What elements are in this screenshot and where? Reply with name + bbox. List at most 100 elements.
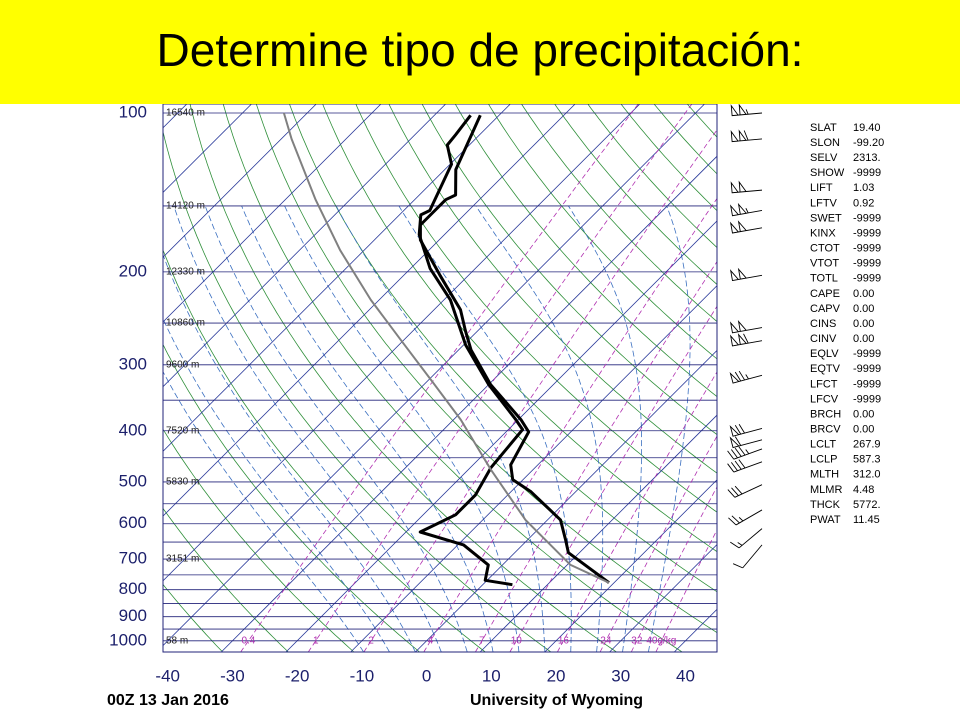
index-name: LFCV xyxy=(810,393,839,405)
dry-adiabat xyxy=(388,104,717,474)
index-name: EQTV xyxy=(810,363,841,375)
background-lines xyxy=(0,89,960,652)
y-tick-label: 100 xyxy=(119,102,147,121)
index-value: -9999 xyxy=(853,273,881,285)
isotherm xyxy=(739,89,960,652)
slide-title: Determine tipo de precipitación: xyxy=(157,24,804,76)
mixing-ratio-line xyxy=(475,260,717,652)
mixing-ratio-line xyxy=(557,371,717,652)
dry-adiabat xyxy=(189,104,617,652)
index-name: PWAT xyxy=(810,514,841,526)
index-name: SLON xyxy=(810,137,840,149)
height-label: 10860 m xyxy=(166,318,205,329)
dry-adiabat xyxy=(289,104,717,593)
x-tick-label: -20 xyxy=(285,666,310,685)
isotherm xyxy=(163,104,641,582)
wind-barb xyxy=(732,544,763,569)
index-value: -9999 xyxy=(853,212,881,224)
height-label: 58 m xyxy=(166,635,188,646)
dry-adiabat xyxy=(163,428,355,652)
x-tick-label: 0 xyxy=(422,666,431,685)
index-name: LCLP xyxy=(810,454,838,466)
index-value: -9999 xyxy=(853,378,881,390)
profile-line xyxy=(417,114,525,587)
index-value: 0.00 xyxy=(853,318,874,330)
index-value: 2313. xyxy=(853,152,881,164)
wind-barb xyxy=(727,459,763,473)
isotherm xyxy=(163,104,576,517)
isotherm xyxy=(0,89,137,652)
dry-adiabat xyxy=(554,104,717,285)
x-tick-label: 30 xyxy=(611,666,630,685)
index-value: 19.40 xyxy=(853,122,881,134)
y-tick-label: 800 xyxy=(119,579,147,598)
profile-line xyxy=(282,112,610,584)
dry-adiabat xyxy=(322,104,717,553)
index-name: SELV xyxy=(810,152,838,164)
index-value: -9999 xyxy=(853,258,881,270)
grid-line xyxy=(609,543,717,652)
index-value: -9999 xyxy=(853,167,881,179)
mixing-ratio-label: 24 xyxy=(600,635,612,646)
index-name: CAPE xyxy=(810,288,840,300)
moist-adiabat xyxy=(163,317,390,652)
time-label: 00Z 13 Jan 2016 xyxy=(107,692,229,709)
height-label: 5830 m xyxy=(166,477,199,488)
index-name: TOTL xyxy=(810,273,838,285)
y-tick-label: 900 xyxy=(119,606,147,625)
moist-adiabat xyxy=(173,205,442,652)
wind-barb xyxy=(729,220,763,234)
mixing-ratio-label: 32 xyxy=(631,635,643,646)
y-tick-label: 700 xyxy=(119,549,147,568)
y-tick-label: 1000 xyxy=(109,630,147,649)
wind-barb xyxy=(729,320,763,334)
index-name: SWET xyxy=(810,212,842,224)
profile-line xyxy=(418,114,610,584)
wind-barb xyxy=(728,509,763,526)
dry-adiabat xyxy=(222,104,683,652)
dry-adiabat xyxy=(163,583,223,652)
dry-adiabat xyxy=(521,104,717,323)
index-name: CTOT xyxy=(810,243,840,255)
moist-adiabat xyxy=(398,205,572,652)
mixing-ratio-line xyxy=(423,197,717,652)
grid-line xyxy=(350,285,717,652)
index-value: 0.00 xyxy=(853,424,874,436)
index-name: LFTV xyxy=(810,197,838,209)
mixing-ratio-label: 1 xyxy=(313,635,319,646)
moist-adiabat xyxy=(335,205,546,652)
moist-adiabat xyxy=(648,205,691,652)
index-name: CINV xyxy=(810,333,837,345)
grid-line xyxy=(415,349,717,652)
height-label: 9600 m xyxy=(166,359,199,370)
index-name: BRCV xyxy=(810,424,841,436)
height-label: 7520 m xyxy=(166,425,199,436)
mixing-ratio-line xyxy=(509,305,717,652)
wind-barb xyxy=(729,424,763,437)
wind-barb xyxy=(730,129,763,143)
y-tick-label: 400 xyxy=(119,420,147,439)
mixing-ratio-line xyxy=(363,129,717,652)
dry-adiabat xyxy=(163,343,420,652)
mixing-ratio-line xyxy=(307,104,693,652)
dry-adiabat xyxy=(741,91,960,652)
index-name: VTOT xyxy=(810,258,839,270)
isotherm xyxy=(0,89,72,652)
dry-adiabat xyxy=(487,104,717,360)
grid-line xyxy=(163,104,706,647)
index-name: LCLT xyxy=(810,439,836,451)
grid-line xyxy=(544,479,717,652)
index-name: BRCH xyxy=(810,408,841,420)
dry-adiabat xyxy=(163,507,289,652)
index-name: MLMR xyxy=(810,484,842,496)
x-tick-label: -30 xyxy=(220,666,245,685)
index-value: 0.00 xyxy=(853,303,874,315)
y-tick-label: 600 xyxy=(119,513,147,532)
height-label: 16540 m xyxy=(166,108,205,119)
isotherm xyxy=(0,89,8,652)
index-value: -9999 xyxy=(853,227,881,239)
x-tick-label: 10 xyxy=(482,666,501,685)
index-value: 587.3 xyxy=(853,454,881,466)
grid-line xyxy=(285,220,717,652)
index-value: 1.03 xyxy=(853,182,874,194)
